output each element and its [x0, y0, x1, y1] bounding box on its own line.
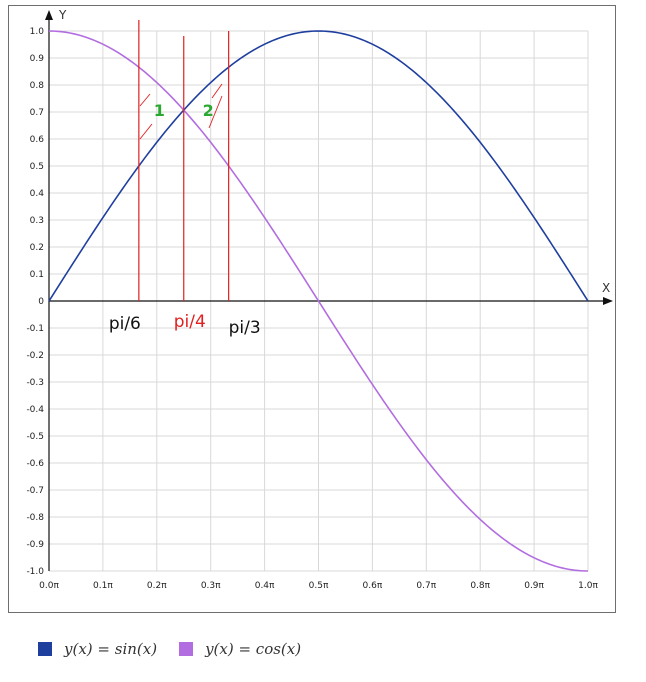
x-tick-label: 0.2π: [147, 581, 167, 591]
legend-swatch-cos: [179, 642, 194, 656]
y-tick-label: 0.1: [30, 270, 44, 280]
x-tick-label: 0.3π: [201, 581, 221, 591]
y-tick-label: -0.3: [26, 378, 44, 388]
y-tick-label: -1.0: [26, 567, 44, 577]
x-tick-label: 0.5π: [309, 581, 329, 591]
legend-label-cos: y(x) = cos(x): [205, 640, 302, 658]
y-tick-label: -0.8: [26, 513, 44, 523]
axes-layer: [45, 10, 613, 571]
x-tick-label: 0.9π: [524, 581, 544, 591]
x-axis-title: X: [602, 281, 610, 295]
y-tick-label: -0.2: [26, 351, 44, 361]
y-tick-label: 0.8: [30, 81, 45, 91]
x-tick-label: 0.7π: [416, 581, 436, 591]
region-label-1: 1: [154, 101, 165, 120]
legend-item-sin[interactable]: y(x) = sin(x): [38, 640, 157, 658]
legend: y(x) = sin(x) y(x) = cos(x): [38, 640, 323, 658]
annotation-layer: [138, 20, 230, 301]
y-tick-label: 0: [38, 297, 44, 307]
y-tick-label: -0.1: [26, 324, 44, 334]
x-axis-arrow: [603, 297, 613, 305]
marker-label-pi-3: pi/3: [229, 318, 261, 338]
chart-plot: 0.0π 0.1π 0.2π 0.3π 0.4π 0.5π 0.6π 0.7π 0.8π 0.9π…: [26, 8, 613, 591]
y-tick-label: 0.2: [30, 243, 44, 253]
chart-frame: 0.0π 0.1π 0.2π 0.3π 0.4π 0.5π 0.6π 0.7π 0.8π 0.9π…: [8, 5, 616, 613]
y-tick-label: 0.7: [30, 108, 44, 118]
x-tick-label: 0.1π: [93, 581, 113, 591]
legend-label-sin: y(x) = sin(x): [64, 640, 158, 658]
y-axis-arrow: [45, 10, 53, 20]
x-tick-label: 0.8π: [470, 581, 490, 591]
region-hatch: [211, 83, 223, 99]
y-tick-label: -0.5: [26, 432, 44, 442]
y-tick-label: -0.9: [26, 540, 44, 550]
y-tick-label: 0.9: [30, 54, 45, 64]
x-tick-label: 0.0π: [39, 581, 59, 591]
marker-label-pi-6: pi/6: [109, 314, 141, 334]
y-tick-label: 0.4: [30, 189, 45, 199]
region-hatch: [208, 95, 223, 129]
x-tick-label: 0.4π: [255, 581, 275, 591]
region-hatch: [139, 93, 151, 107]
y-tick-label: 0.6: [30, 135, 45, 145]
legend-item-cos[interactable]: y(x) = cos(x): [179, 640, 301, 658]
y-tick-label: -0.6: [26, 459, 44, 469]
y-tick-label: 0.5: [30, 162, 44, 172]
y-tick-label: -0.4: [26, 405, 44, 415]
marker-label-pi-4: pi/4: [174, 312, 206, 332]
y-axis-title: Y: [58, 8, 67, 22]
x-tick-label: 1.0π: [578, 581, 598, 591]
y-tick-label: 0.3: [30, 216, 44, 226]
region-label-2: 2: [203, 101, 214, 120]
y-tick-label: -0.7: [26, 486, 44, 496]
region-hatch: [139, 123, 153, 140]
y-tick-label: 1.0: [30, 27, 45, 37]
tick-label-layer: 0.0π 0.1π 0.2π 0.3π 0.4π 0.5π 0.6π 0.7π 0.8π 0.9π…: [26, 8, 610, 591]
x-tick-label: 0.6π: [363, 581, 383, 591]
legend-swatch-sin: [38, 642, 52, 656]
